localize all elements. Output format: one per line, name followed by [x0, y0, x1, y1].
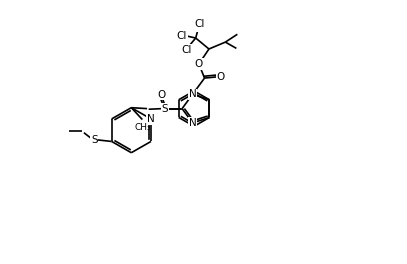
Text: CH₃: CH₃	[135, 123, 151, 132]
Text: N: N	[147, 114, 155, 124]
Text: Cl: Cl	[176, 31, 187, 41]
Text: N: N	[189, 89, 197, 99]
Text: S: S	[91, 135, 98, 145]
Text: Cl: Cl	[194, 19, 205, 29]
Text: O: O	[195, 59, 203, 69]
Text: N: N	[189, 118, 197, 128]
Text: S: S	[162, 103, 168, 114]
Text: Cl: Cl	[181, 45, 191, 55]
Text: O: O	[157, 89, 165, 100]
Text: O: O	[217, 72, 225, 82]
